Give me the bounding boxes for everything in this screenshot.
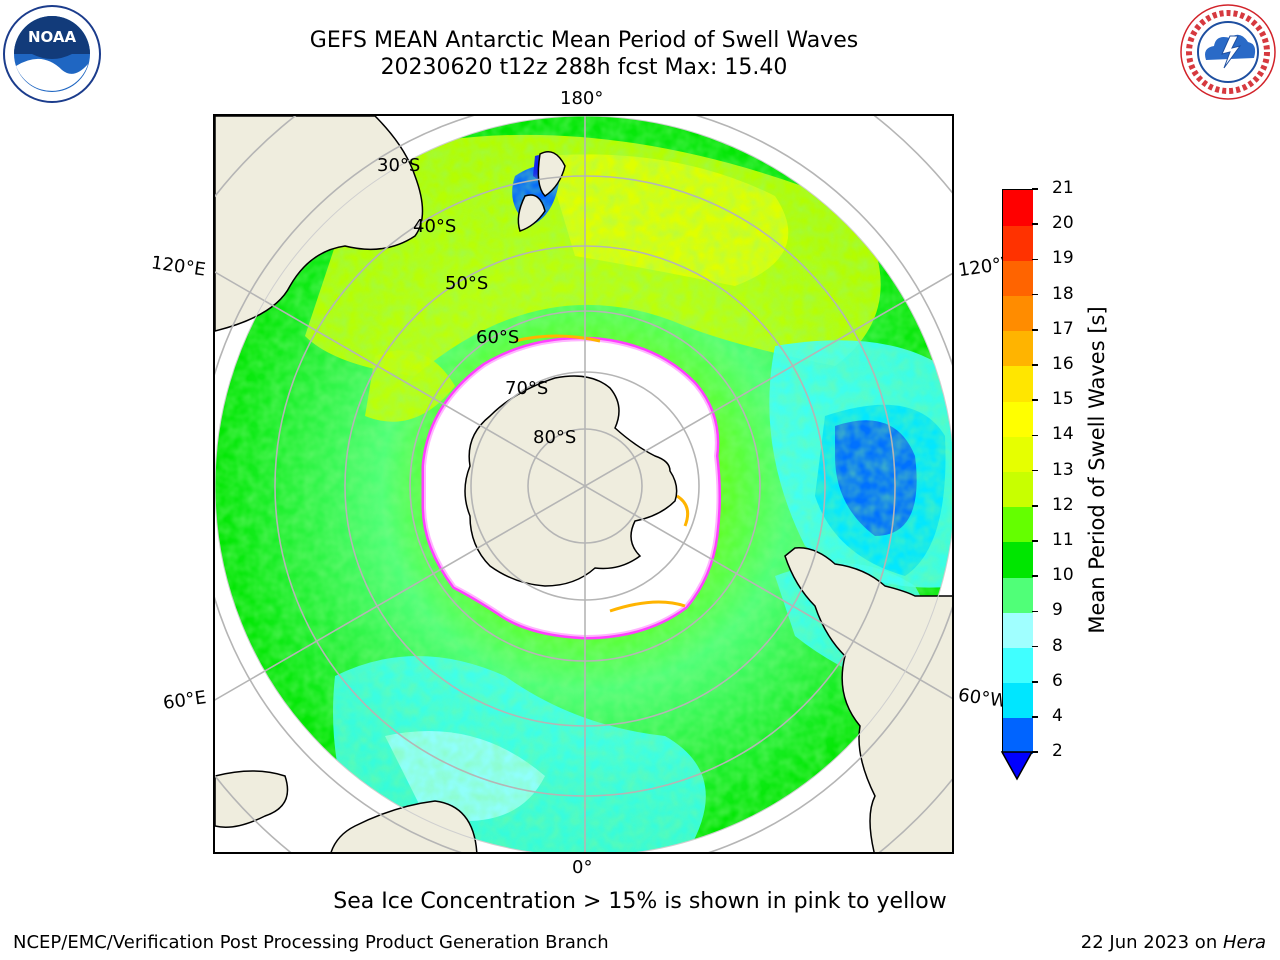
sea-ice-caption: Sea Ice Concentration > 15% is shown in … [333,889,947,914]
lat-label-40s: 40°S [413,216,456,237]
colorbar-segment [1003,718,1033,754]
lat-label-80s: 80°S [533,427,576,448]
polar-map: 30°S 40°S 50°S 60°S 70°S 80°S [213,114,954,854]
colorbar-tick-label: 6 [1052,670,1063,691]
graticule [215,116,952,852]
polar-map-canvas: 30°S 40°S 50°S 60°S 70°S 80°S [215,116,952,852]
colorbar-tick-label: 16 [1052,354,1074,374]
map-subtitle: 20230620 t12z 288h fcst Max: 15.40 [380,55,788,80]
colorbar-tick-label: 9 [1052,600,1063,621]
colorbar-tick-label: 4 [1052,706,1063,726]
colorbar-tick-mark [1032,364,1038,366]
colorbar-segment [1003,330,1033,367]
colorbar-tick-mark [1032,399,1038,401]
colorbar-segment [1003,401,1033,437]
footer-host: Hera [1222,932,1266,953]
colorbar-segment [1003,647,1033,684]
colorbar-segment [1003,471,1033,508]
colorbar-tick-mark [1032,329,1038,331]
noaa-logo: NOAA [2,4,102,104]
lon-label-120e: 120°E [149,252,207,281]
colorbar-tick-mark [1032,469,1038,472]
colorbar-segment [1003,260,1033,297]
footer-date-text: 22 Jun 2023 on [1080,932,1223,953]
colorbar-tick-label: 2 [1052,741,1063,762]
colorbar-tick-mark [1032,434,1038,437]
noaa-wordmark: NOAA [28,28,77,46]
colorbar-segment [1003,190,1033,226]
footer-date: 22 Jun 2023 on Hera [1081,932,1266,953]
lat-label-30s: 30°S [377,155,420,176]
colorbar-segment [1003,436,1033,473]
colorbar-tick-label: 15 [1052,389,1074,410]
colorbar-segment [1003,506,1033,543]
colorbar-tick-label: 11 [1052,530,1074,550]
colorbar-tick-mark [1032,505,1038,507]
colorbar-segment [1003,542,1033,578]
colorbar-tick-label: 21 [1052,178,1074,198]
colorbar-extend-triangle [1001,751,1033,781]
colorbar-tick-label: 19 [1052,248,1074,269]
colorbar-segment [1003,682,1033,719]
colorbar-tick-mark [1032,575,1038,577]
colorbar-tick-label: 12 [1052,494,1074,515]
colorbar-tick-mark [1032,258,1038,261]
lat-label-70s: 70°S [505,378,548,399]
colorbar-tick-mark [1032,223,1038,225]
lat-label-50s: 50°S [445,273,488,294]
colorbar-segment [1003,295,1033,332]
colorbar-tick-mark [1032,751,1038,753]
colorbar-tick-mark [1032,681,1038,683]
colorbar-tick-mark [1032,716,1038,718]
colorbar-tick-mark [1032,293,1038,296]
colorbar-segment [1003,612,1033,649]
colorbar-tick-label: 14 [1052,424,1074,445]
lon-label-0: 0° [572,857,593,878]
colorbar-tick-label: 17 [1052,318,1074,339]
nws-logo [1178,2,1278,102]
colorbar-tick-mark [1032,610,1038,613]
colorbar-tick-mark [1032,540,1038,542]
lon-label-180: 180° [560,88,604,109]
lat-label-60s: 60°S [476,327,519,348]
colorbar-segment [1003,225,1033,261]
colorbar-tick-label: 13 [1052,459,1074,480]
colorbar-tick-label: 18 [1052,283,1074,304]
lon-label-60e: 60°E [161,687,208,714]
footer-credit: NCEP/EMC/Verification Post Processing Pr… [13,932,609,953]
colorbar-tick-mark [1032,188,1038,190]
colorbar-tick-label: 20 [1052,213,1074,234]
colorbar-tick-mark [1032,645,1038,648]
colorbar-tick-label: 10 [1052,565,1074,586]
colorbar-segment [1003,577,1033,613]
colorbar-segment [1003,366,1033,402]
colorbar-label: Mean Period of Swell Waves [s] [1085,306,1109,634]
map-title: GEFS MEAN Antarctic Mean Period of Swell… [309,28,859,53]
colorbar-tick-label: 8 [1052,635,1063,656]
